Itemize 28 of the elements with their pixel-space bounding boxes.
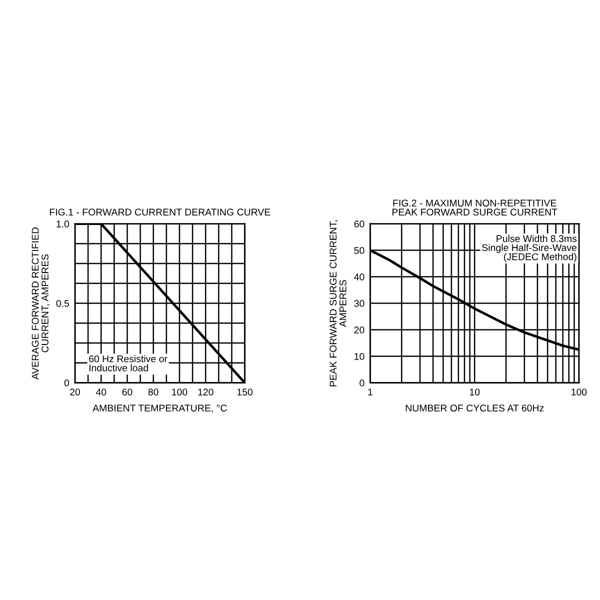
y-tick-label: 1.0 bbox=[56, 220, 70, 228]
x-tick-label: 60 bbox=[122, 388, 132, 396]
x-tick-label: 40 bbox=[96, 388, 106, 396]
y-tick-label: 0 bbox=[64, 380, 70, 386]
x-axis-title: NUMBER OF CYCLES AT 60Hz bbox=[406, 404, 544, 412]
y-tick-label: 50 bbox=[354, 247, 364, 254]
y-tick-label: 10 bbox=[354, 353, 364, 360]
chart-title: FIG.1 - FORWARD CURRENT DERATING CURVE bbox=[50, 208, 270, 216]
x-tick-label: 1 bbox=[368, 388, 372, 396]
y-axis-title: PEAK FORWARD SURGE CURRENT, AMPERES bbox=[330, 220, 346, 386]
y-tick-label: 0 bbox=[360, 380, 364, 386]
y-tick-label: 0.5 bbox=[56, 300, 70, 307]
chart-title: FIG.2 - MAXIMUM NON-REPETITIVE PEAK FORWARD SURGE CURRENT bbox=[392, 200, 558, 216]
annotation: 60 Hz Resistive or Inductive load bbox=[89, 355, 168, 372]
x-tick-label: 80 bbox=[148, 388, 158, 396]
y-tick-label: 30 bbox=[354, 300, 364, 307]
x-axis-title: AMBIENT TEMPERATURE, °C bbox=[92, 404, 227, 413]
y-tick-label: 40 bbox=[354, 274, 364, 280]
x-tick-label: 150 bbox=[237, 388, 253, 396]
y-axis-title: AVERAGE FORWARD RECTIFIED CURRENT, AMPERES bbox=[32, 227, 50, 380]
x-tick-label: 100 bbox=[572, 388, 587, 396]
x-tick-label: 20 bbox=[70, 388, 80, 396]
y-tick-label: 60 bbox=[354, 220, 364, 228]
x-tick-label: 100 bbox=[172, 388, 188, 396]
annotation: Pulse Width 8.3ms Single Half-Sire-Wave (JEDEC Method) bbox=[482, 234, 577, 262]
x-tick-label: 120 bbox=[198, 388, 214, 396]
y-tick-label: 20 bbox=[354, 326, 364, 334]
x-tick-label: 10 bbox=[470, 388, 480, 396]
